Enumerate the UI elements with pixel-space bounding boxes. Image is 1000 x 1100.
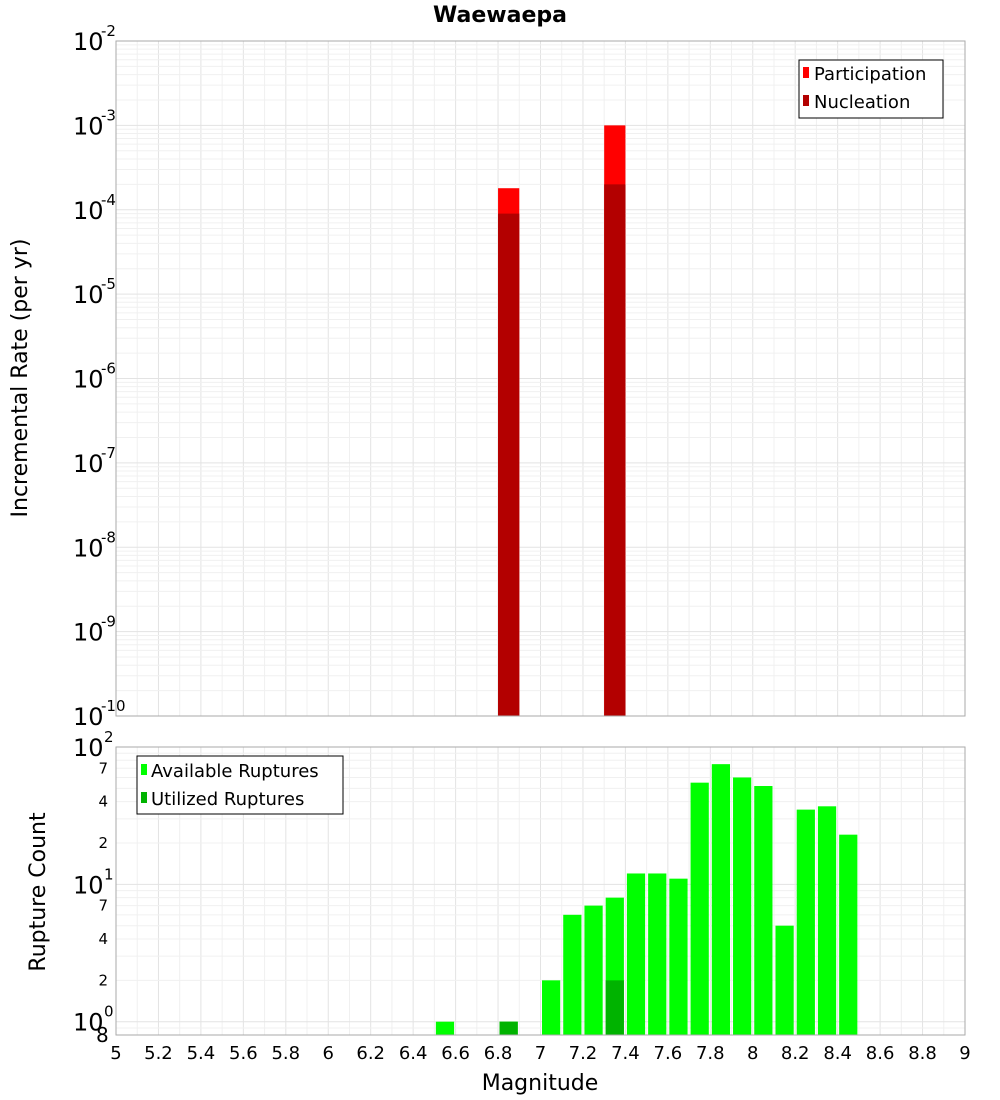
y-minor-tick-label: 2 — [98, 834, 108, 852]
y-tick-label: 10 — [73, 871, 104, 899]
top-grid — [115, 40, 966, 717]
bar-available-ruptures — [648, 873, 667, 1035]
legend-swatch-available — [141, 764, 147, 775]
legend-label-utilized: Utilized Ruptures — [151, 789, 304, 810]
bar-nucleation — [604, 184, 626, 717]
y-tick-exponent: 1 — [104, 865, 114, 883]
y-tick-exponent: -2 — [101, 22, 116, 40]
x-tick-label: 8.8 — [908, 1043, 937, 1064]
y-tick-exponent: -9 — [101, 613, 116, 631]
x-tick-label: 7 — [535, 1043, 546, 1064]
y-tick-label: 10 — [73, 112, 104, 140]
bar-available-ruptures — [775, 925, 794, 1035]
bottom-y-axis-label: Rupture Count — [26, 812, 51, 972]
y-tick-label: 10 — [73, 281, 104, 309]
y-bottom-tick-label: 8 — [96, 1023, 109, 1047]
y-tick-exponent: 2 — [104, 728, 114, 746]
bar-available-ruptures — [754, 786, 773, 1035]
x-tick-label: 6.4 — [399, 1043, 428, 1064]
legend-label-participation: Participation — [814, 64, 926, 85]
y-tick-exponent: -10 — [101, 697, 126, 715]
legend-swatch-participation — [803, 67, 809, 78]
y-tick-exponent: -3 — [101, 106, 116, 124]
y-tick-exponent: -5 — [101, 275, 116, 293]
y-tick-label: 10 — [73, 366, 104, 394]
x-axis-label: Magnitude — [482, 1071, 599, 1096]
x-tick-label: 7.4 — [611, 1043, 640, 1064]
y-tick-exponent: 0 — [104, 1003, 114, 1021]
y-tick-label: 10 — [73, 534, 104, 562]
x-tick-label: 5.2 — [144, 1043, 173, 1064]
y-tick-exponent: -7 — [101, 444, 116, 462]
bar-available-ruptures — [690, 782, 709, 1035]
legend-label-available: Available Ruptures — [151, 761, 319, 782]
chart-title: Waewaepa — [433, 3, 567, 28]
x-tick-label: 6.2 — [356, 1043, 385, 1064]
top-legend: Participation Nucleation — [798, 59, 944, 119]
x-tick-label: 5.4 — [187, 1043, 216, 1064]
bottom-legend-box — [136, 755, 344, 815]
x-tick-label: 6 — [323, 1043, 334, 1064]
y-tick-label: 10 — [73, 450, 104, 478]
x-tick-label: 5 — [110, 1043, 121, 1064]
y-tick-exponent: -4 — [101, 191, 116, 209]
y-tick-label: 10 — [73, 734, 104, 762]
x-tick-label: 8 — [747, 1043, 758, 1064]
x-tick-label: 8.4 — [823, 1043, 852, 1064]
bar-available-ruptures — [626, 873, 646, 1035]
bar-available-ruptures — [584, 905, 603, 1035]
bottom-legend: Available Ruptures Utilized Ruptures — [136, 755, 344, 815]
y-tick-label: 10 — [73, 28, 104, 56]
x-tick-label: 5.6 — [229, 1043, 258, 1064]
bar-available-ruptures — [817, 806, 837, 1035]
x-tick-label: 6.6 — [441, 1043, 470, 1064]
y-minor-tick-label: 7 — [98, 897, 108, 915]
bar-utilized-ruptures — [499, 1021, 518, 1035]
x-tick-label: 7.6 — [654, 1043, 683, 1064]
bottom-x-ticks: 5 5.2 5.4 5.6 5.8 6 6.2 6.4 6.6 6.8 7 7.2 7.4 7.6 7.8 8… — [110, 1043, 970, 1064]
legend-label-nucleation: Nucleation — [814, 92, 910, 113]
y-tick-label: 10 — [73, 197, 104, 225]
x-tick-label: 8.6 — [866, 1043, 895, 1064]
top-plot-border — [115, 40, 966, 717]
legend-swatch-utilized — [141, 792, 147, 803]
y-minor-tick-label: 2 — [98, 971, 108, 989]
y-tick-label: 10 — [73, 1009, 104, 1037]
y-minor-tick-label: 7 — [98, 759, 108, 777]
bar-available-ruptures — [435, 1021, 455, 1035]
bar-available-ruptures — [669, 878, 688, 1035]
x-tick-label: 6.8 — [484, 1043, 513, 1064]
bar-available-ruptures — [563, 914, 582, 1035]
x-tick-label: 7.2 — [569, 1043, 598, 1064]
x-tick-label: 7.8 — [696, 1043, 725, 1064]
top-legend-box — [798, 59, 944, 119]
x-tick-label: 5.8 — [271, 1043, 300, 1064]
legend-swatch-nucleation — [803, 95, 809, 106]
bottom-plot-border — [115, 746, 966, 1036]
y-minor-tick-label: 4 — [98, 930, 108, 948]
x-tick-label: 8.2 — [781, 1043, 810, 1064]
bar-available-ruptures — [796, 809, 815, 1035]
y-tick-exponent: -8 — [101, 528, 116, 546]
bar-nucleation — [498, 213, 520, 717]
x-tick-label: 9 — [959, 1043, 970, 1064]
top-y-axis-label: Incremental Rate (per yr) — [8, 239, 33, 518]
bar-available-ruptures — [542, 980, 561, 1035]
y-tick-label: 10 — [73, 703, 104, 731]
bar-available-ruptures — [839, 834, 858, 1035]
bar-available-ruptures — [711, 764, 731, 1035]
top-bars — [498, 125, 626, 717]
bar-utilized-ruptures — [605, 980, 624, 1035]
y-tick-label: 10 — [73, 619, 104, 647]
y-minor-tick-label: 4 — [98, 793, 108, 811]
bottom-bars — [435, 764, 858, 1035]
bar-available-ruptures — [733, 777, 752, 1035]
y-tick-exponent: -6 — [101, 360, 116, 378]
